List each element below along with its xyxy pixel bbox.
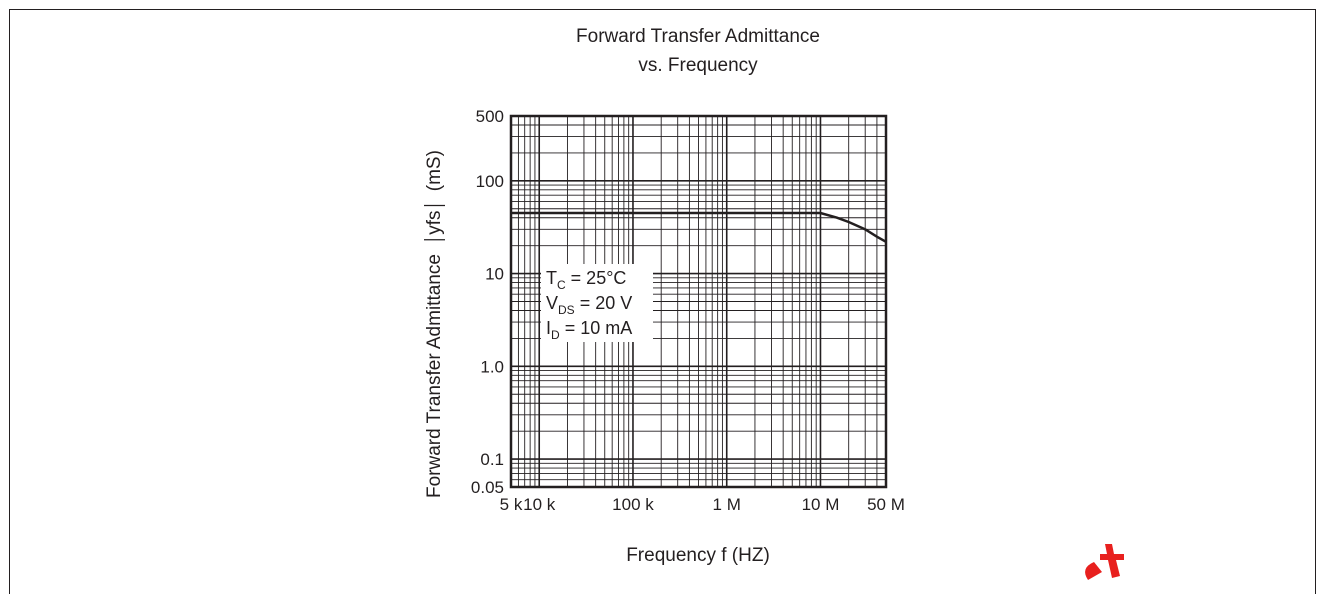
condition-line: TC = 25°C <box>546 268 626 292</box>
x-tick-label: 10 M <box>802 495 840 514</box>
y-tick-label: 500 <box>476 107 504 126</box>
watermark-logo <box>1085 544 1124 580</box>
figure-frame <box>9 9 1316 594</box>
y-tick-label: 1.0 <box>480 357 504 376</box>
condition-line: VDS = 20 V <box>546 293 632 317</box>
conditions-background <box>541 264 653 342</box>
y-tick-label: 100 <box>476 172 504 191</box>
watermark-shape-2 <box>1100 544 1124 578</box>
y-axis-label: Forward Transfer Admittance yfs (mS) <box>424 150 445 498</box>
watermark-shape-1 <box>1085 562 1102 580</box>
condition-line: ID = 10 mA <box>546 318 632 342</box>
x-tick-label: 50 M <box>867 495 905 514</box>
y-axis-label-unit: (mS) <box>424 150 445 191</box>
y-tick-label: 10 <box>485 265 504 284</box>
x-tick-label: 100 k <box>612 495 654 514</box>
chart-title-line-1: Forward Transfer Admittance <box>576 26 820 47</box>
y-axis-label-symbol: yfs <box>424 211 445 235</box>
series-line <box>511 211 887 243</box>
y-tick-label: 0.1 <box>480 450 504 469</box>
chart-title-line-2: vs. Frequency <box>638 55 758 76</box>
plot-border <box>509 114 888 489</box>
tick-labels: 5 k 10 k 100 k 1 M 10 M 50 M 0.05 0.1 1.0 10 100 50… <box>471 107 905 514</box>
x-tick-label: 10 k <box>523 495 556 514</box>
x-tick-label: 5 k <box>500 495 523 514</box>
x-tick-label: 1 M <box>713 495 741 514</box>
y-axis-label-main: Forward Transfer Admittance <box>424 254 445 498</box>
x-axis-label: Frequency f (HZ) <box>626 545 770 566</box>
y-tick-label: 0.05 <box>471 478 504 497</box>
y-axis-label-text: Forward Transfer Admittance yfs (mS) <box>424 150 445 498</box>
